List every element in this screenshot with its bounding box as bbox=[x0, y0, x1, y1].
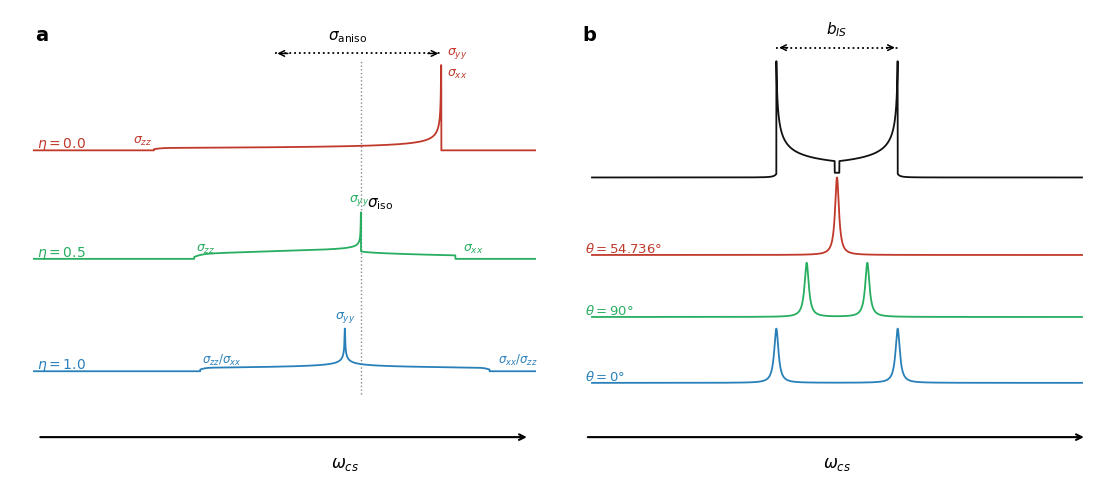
Text: $b_{IS}$: $b_{IS}$ bbox=[826, 21, 848, 39]
Text: $\sigma_{xx}/\sigma_{zz}$: $\sigma_{xx}/\sigma_{zz}$ bbox=[498, 353, 537, 368]
Text: $\eta = 1.0$: $\eta = 1.0$ bbox=[38, 357, 86, 374]
Text: $\sigma_{zz}$: $\sigma_{zz}$ bbox=[196, 243, 215, 256]
Text: $\sigma_{yy}$: $\sigma_{yy}$ bbox=[448, 46, 468, 61]
Text: $\eta = 0.0$: $\eta = 0.0$ bbox=[38, 136, 86, 153]
Text: $\sigma_{xx}$: $\sigma_{xx}$ bbox=[448, 68, 468, 80]
Text: $\sigma_{zz}/\sigma_{xx}$: $\sigma_{zz}/\sigma_{xx}$ bbox=[202, 353, 242, 368]
Text: $\sigma_{\rm aniso}$: $\sigma_{\rm aniso}$ bbox=[328, 29, 367, 45]
Text: $\sigma_{zz}$: $\sigma_{zz}$ bbox=[133, 135, 152, 148]
Text: $\omega_{cs}$: $\omega_{cs}$ bbox=[822, 455, 852, 472]
Text: $\sigma_{yy}$: $\sigma_{yy}$ bbox=[348, 194, 369, 208]
Text: $\omega_{cs}$: $\omega_{cs}$ bbox=[330, 455, 359, 472]
Text: $\theta = 54.736°$: $\theta = 54.736°$ bbox=[585, 242, 662, 256]
Text: $\theta = 0°$: $\theta = 0°$ bbox=[585, 370, 625, 384]
Text: $\sigma_{xx}$: $\sigma_{xx}$ bbox=[463, 243, 483, 256]
Text: $\sigma_{\rm iso}$: $\sigma_{\rm iso}$ bbox=[367, 197, 393, 213]
Text: b: b bbox=[583, 26, 597, 46]
Text: $\sigma_{yy}$: $\sigma_{yy}$ bbox=[335, 310, 355, 325]
Text: $\eta = 0.5$: $\eta = 0.5$ bbox=[38, 245, 86, 262]
Text: $\theta = 90°$: $\theta = 90°$ bbox=[585, 304, 634, 318]
Text: a: a bbox=[36, 26, 49, 46]
